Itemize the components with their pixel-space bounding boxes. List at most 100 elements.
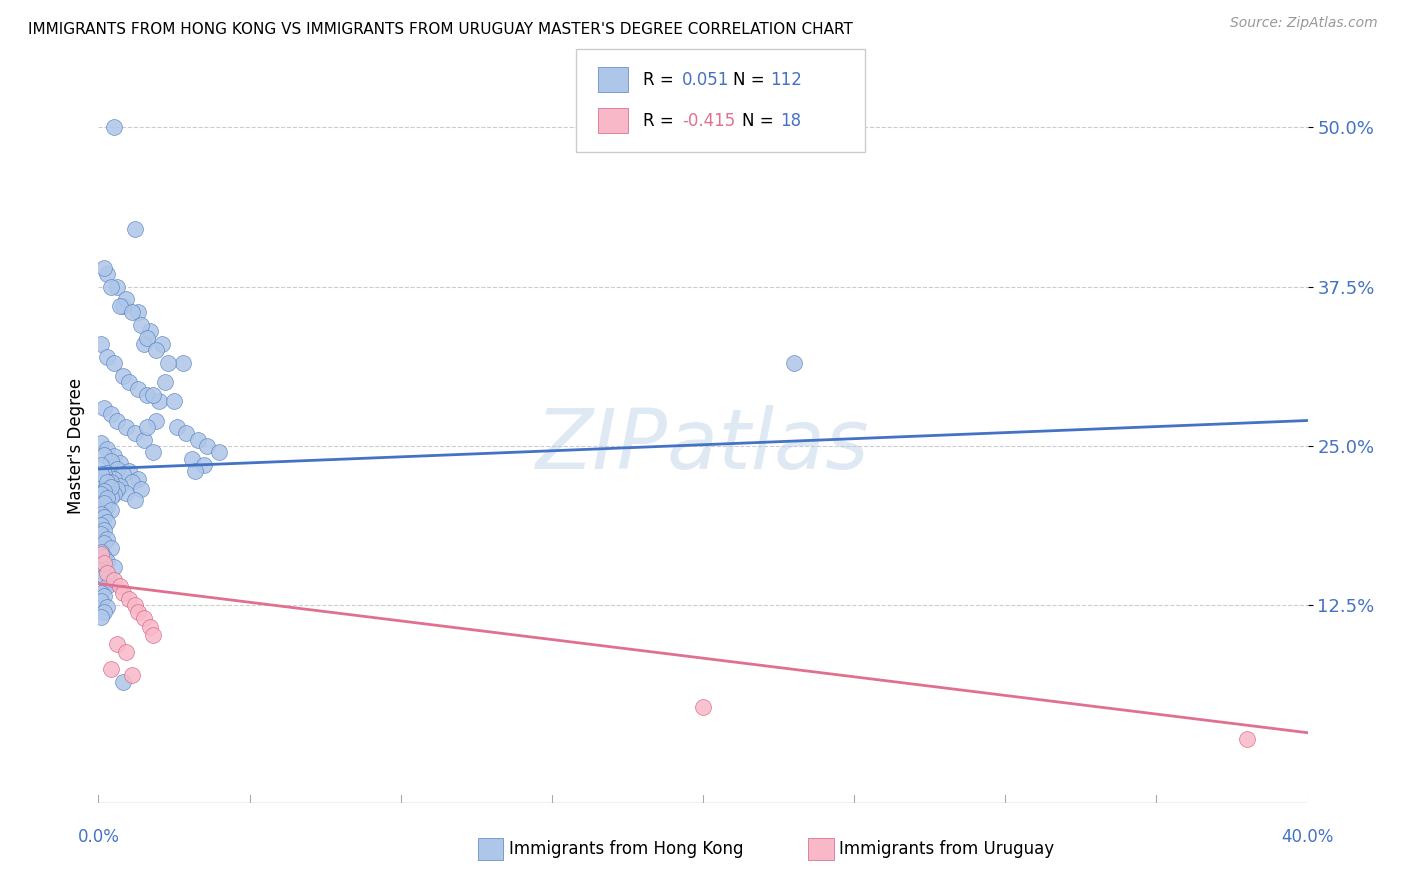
Point (96, 554, 118, 568)
Text: 18: 18 (780, 112, 801, 130)
Point (90, 337, 112, 351)
Point (90, 545, 112, 559)
Text: N =: N = (742, 112, 779, 130)
Point (193, 458, 215, 472)
Point (108, 478, 131, 492)
Text: N =: N = (733, 70, 769, 88)
Point (105, 483, 128, 497)
Point (132, 611, 155, 625)
Point (93, 605, 115, 619)
Point (93, 483, 115, 498)
Point (90, 527, 112, 541)
Point (118, 465, 141, 479)
Point (96, 491, 118, 506)
Point (150, 337, 173, 351)
Point (93, 502, 115, 516)
Point (111, 674, 134, 689)
Point (108, 456, 131, 470)
Point (118, 591, 141, 606)
Point (124, 599, 146, 613)
Point (127, 605, 149, 619)
Point (124, 426, 146, 441)
Point (96, 566, 118, 581)
Point (93, 510, 115, 524)
Text: 0.051: 0.051 (682, 70, 730, 88)
Point (103, 120, 125, 135)
Point (108, 299, 131, 313)
Point (153, 376, 176, 390)
Point (172, 356, 194, 370)
Point (90, 492, 112, 507)
Text: ZIPatlas: ZIPatlas (536, 406, 870, 486)
Point (145, 343, 167, 358)
Point (139, 324, 162, 338)
Point (90, 564, 112, 578)
Point (100, 541, 122, 555)
Point (93, 590, 115, 604)
Point (135, 420, 157, 434)
Text: -0.415: -0.415 (682, 112, 735, 130)
Point (142, 388, 165, 402)
Text: Source: ZipAtlas.com: Source: ZipAtlas.com (1230, 16, 1378, 30)
Point (100, 454, 122, 468)
Point (135, 388, 157, 402)
Point (1236, 732, 1258, 747)
Point (121, 668, 143, 682)
Point (96, 442, 118, 456)
Text: 112: 112 (770, 70, 803, 88)
Point (111, 299, 134, 313)
Text: 0.0%: 0.0% (77, 828, 120, 846)
Point (174, 426, 197, 441)
Point (156, 356, 179, 370)
Point (114, 420, 136, 434)
Point (103, 472, 125, 486)
Point (96, 599, 118, 614)
Point (100, 575, 122, 590)
Point (121, 305, 143, 319)
Point (105, 413, 128, 427)
Point (96, 466, 118, 480)
Point (90, 518, 112, 533)
Point (100, 502, 122, 516)
Point (103, 560, 125, 574)
Point (139, 620, 162, 634)
Point (103, 487, 125, 501)
Point (103, 356, 125, 370)
Point (90, 467, 112, 481)
Point (135, 331, 157, 345)
Point (124, 492, 146, 507)
Point (145, 413, 167, 427)
Point (90, 458, 112, 472)
Point (96, 499, 118, 513)
Point (100, 475, 122, 489)
Point (93, 260, 115, 275)
Point (93, 523, 115, 537)
Y-axis label: Master's Degree: Master's Degree (66, 378, 84, 514)
Point (90, 475, 112, 489)
Point (100, 662, 122, 676)
Point (111, 585, 134, 599)
Point (105, 462, 128, 476)
Point (181, 451, 204, 466)
Point (163, 394, 186, 409)
Point (187, 433, 209, 447)
Text: Immigrants from Hong Kong: Immigrants from Hong Kong (509, 840, 744, 858)
Point (93, 467, 115, 481)
Point (105, 636, 128, 650)
Point (100, 279, 122, 293)
Point (93, 536, 115, 550)
Text: 40.0%: 40.0% (1281, 828, 1334, 846)
Point (90, 609, 112, 624)
Point (692, 700, 714, 714)
Point (90, 507, 112, 521)
Point (96, 516, 118, 530)
Text: R =: R = (643, 70, 679, 88)
Point (100, 490, 122, 504)
Point (132, 433, 155, 447)
Point (782, 356, 804, 370)
Point (195, 439, 218, 453)
Point (100, 407, 122, 421)
Point (142, 627, 165, 641)
Point (114, 486, 136, 500)
Point (90, 585, 112, 599)
